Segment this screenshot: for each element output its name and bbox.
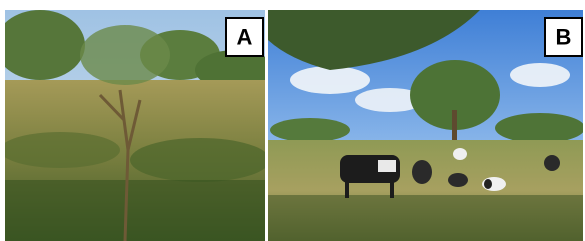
figure: A B (0, 0, 585, 241)
panel-label: B (556, 25, 572, 50)
photo-b (268, 10, 585, 241)
panel-label: A (237, 25, 253, 50)
